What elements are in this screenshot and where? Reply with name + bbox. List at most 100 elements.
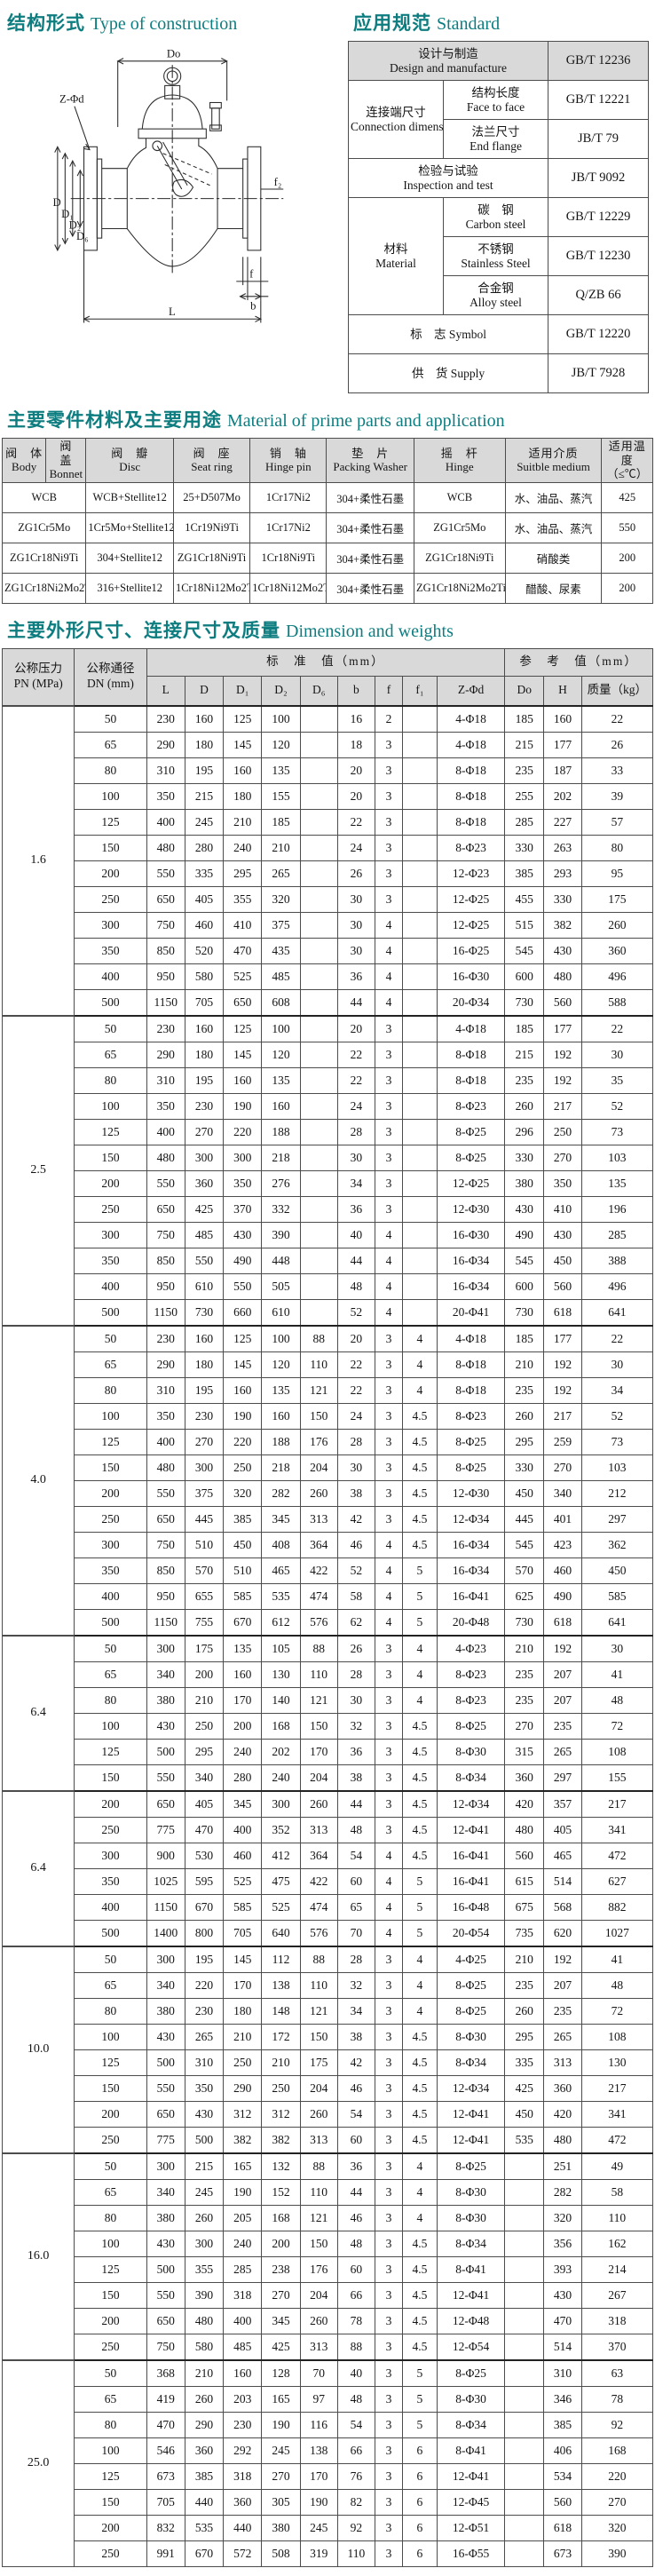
dim-cell bbox=[504, 2333, 545, 2361]
dim-cell: 900 bbox=[146, 1842, 185, 1869]
materials-cell: WCB+Stellite12 bbox=[85, 481, 174, 513]
dim-cell: 38 bbox=[336, 2023, 376, 2050]
dim-cell: 312 bbox=[261, 2100, 301, 2128]
dim-cell: 8-Φ18 bbox=[436, 782, 506, 810]
dim-cell: 350 bbox=[146, 1092, 185, 1120]
dim-cell: 650 bbox=[223, 988, 263, 1017]
dim-cell: 12-Φ23 bbox=[436, 860, 506, 887]
dim-cell: 65 bbox=[74, 2385, 147, 2413]
dim-cell: 80 bbox=[74, 757, 147, 784]
dim-cell: 168 bbox=[580, 2437, 654, 2464]
dim-cell: 500 bbox=[184, 2126, 225, 2154]
dimensions-row: 25.0 50 368 210 160 128 70 40 3 5 8-Φ25 310 63 bbox=[1, 2358, 654, 2567]
dim-cell: 430 bbox=[146, 1712, 185, 1740]
dim-cell: 220 bbox=[223, 1428, 263, 1455]
std-alloy: 合金钢 Alloy steel bbox=[442, 275, 549, 315]
dim-cell: 345 bbox=[261, 2307, 301, 2334]
dim-cell: 100 bbox=[74, 2230, 147, 2257]
dim-cell: 177 bbox=[543, 1324, 582, 1352]
dim-cell bbox=[504, 2178, 545, 2206]
dim-cell bbox=[401, 1272, 438, 1300]
dim-cell: 180 bbox=[184, 1351, 225, 1378]
dim-cell: 610 bbox=[184, 1272, 225, 1300]
dim-cell: 138 bbox=[299, 2437, 338, 2464]
dimensions-row: 150 705 440 360 305 190 82 3 6 12-Φ45 560 270 bbox=[3, 2488, 654, 2516]
dim-cell: 950 bbox=[146, 1272, 185, 1300]
dim-cell: 36 bbox=[336, 963, 376, 990]
materials-cell: 200 bbox=[601, 542, 653, 574]
dim-cell: 160 bbox=[261, 1092, 301, 1120]
dimensions-row: 4.0 50 230 160 125 100 88 20 3 4 4-Φ18 185 177 22 bbox=[1, 1324, 654, 1637]
dim-cell: 60 bbox=[336, 2126, 376, 2154]
dimensions-row: 500 1150 705 650 608 44 4 20-Φ34 730 560 588 bbox=[3, 988, 654, 1017]
dim-cell: 217 bbox=[543, 1092, 582, 1120]
dim-cell: 335 bbox=[504, 2049, 545, 2076]
dim-cell: 3 bbox=[375, 1041, 403, 1068]
dim-cell: 8-Φ18 bbox=[436, 1376, 506, 1404]
dim-cell: 400 bbox=[146, 808, 185, 836]
materials-cell: 304+柔性石墨 bbox=[326, 572, 414, 604]
dim-cell: 100 bbox=[74, 2437, 147, 2464]
materials-cell: 硝酸类 bbox=[504, 542, 603, 574]
dim-cell bbox=[401, 860, 438, 887]
dim-cell: 5 bbox=[401, 2411, 438, 2438]
dim-cell: 265 bbox=[184, 2023, 225, 2050]
dim-cell: 145 bbox=[223, 1041, 263, 1068]
dim-cell: 204 bbox=[299, 1454, 338, 1481]
dim-cell: 110 bbox=[580, 2204, 654, 2231]
dim-cell: 60 bbox=[336, 2255, 376, 2283]
col-f1: f₁ bbox=[401, 675, 438, 707]
dim-cell: 335 bbox=[184, 860, 225, 887]
dim-cell: 16 bbox=[336, 704, 376, 733]
dim-cell: 260 bbox=[504, 1997, 545, 2025]
dim-cell: 310 bbox=[146, 757, 185, 784]
dim-cell: 16-Φ48 bbox=[436, 1893, 506, 1921]
dim-cell: 480 bbox=[543, 2126, 582, 2154]
dim-cell: 160 bbox=[261, 1402, 301, 1430]
dim-cell: 44 bbox=[336, 1247, 376, 1274]
dim-cell: 20-Φ48 bbox=[436, 1608, 506, 1637]
dim-cell: 212 bbox=[580, 1479, 654, 1507]
dim-cell: 30 bbox=[336, 1144, 376, 1171]
dim-cell: 245 bbox=[184, 2178, 225, 2206]
valve-drawing: Do Z-Φd D D₁ D₂ D₆ bbox=[5, 48, 348, 335]
dim-cell: 3 bbox=[375, 2281, 403, 2309]
dim-cell: 80 bbox=[580, 834, 654, 861]
dim-cell: 300 bbox=[261, 1789, 301, 1818]
dim-cell: 340 bbox=[543, 1479, 582, 1507]
dimensions-row: 300 750 460 410 375 30 4 12-Φ25 515 382 260 bbox=[3, 911, 654, 939]
dim-cell: 245 bbox=[261, 2437, 301, 2464]
dim-cell: 576 bbox=[299, 1608, 338, 1637]
dim-cell: 70 bbox=[336, 1919, 376, 1947]
dim-cell: 125 bbox=[223, 1324, 263, 1352]
col-D6: D₆ bbox=[299, 675, 338, 707]
dim-cell: 192 bbox=[543, 1066, 582, 1094]
dim-cell: 44 bbox=[336, 2178, 376, 2206]
dim-cell: 355 bbox=[223, 885, 263, 913]
dim-cell: 260 bbox=[299, 2100, 338, 2128]
dim-cell: 65 bbox=[74, 2178, 147, 2206]
dim-cell: 22 bbox=[336, 1376, 376, 1404]
dim-cell: 480 bbox=[146, 1144, 185, 1171]
dim-cell: 3 bbox=[375, 2462, 403, 2490]
dim-cell: 627 bbox=[580, 1867, 654, 1895]
dim-cell: 393 bbox=[543, 2255, 582, 2283]
dim-cell: 8-Φ23 bbox=[436, 1661, 506, 1688]
col-D1: D₁ bbox=[223, 675, 263, 707]
dim-cell: 24 bbox=[336, 1402, 376, 1430]
dim-cell: 160 bbox=[543, 704, 582, 733]
dim-cell: 295 bbox=[504, 1428, 545, 1455]
dim-label-zphid: Z-Φd bbox=[59, 92, 84, 105]
dim-cell: 8-Φ41 bbox=[436, 2255, 506, 2283]
dim-cell: 4 bbox=[401, 2178, 438, 2206]
dim-cell: 8-Φ30 bbox=[436, 2178, 506, 2206]
materials-cell: 1Cr18Ni12Mo2Ti bbox=[249, 572, 328, 604]
dim-cell: 3 bbox=[375, 1195, 403, 1223]
dim-cell: 260 bbox=[299, 1789, 338, 1818]
dim-cell: 401 bbox=[543, 1505, 582, 1533]
dim-cell: 170 bbox=[223, 1686, 263, 1714]
dim-cell: 3 bbox=[375, 782, 403, 810]
materials-row: ZG1Cr18Ni2Mo2Ti 316+Stellite12 1Cr18Ni12Mo… bbox=[1, 572, 653, 604]
dim-cell bbox=[299, 1092, 338, 1120]
dim-cell: 88 bbox=[299, 1634, 338, 1662]
